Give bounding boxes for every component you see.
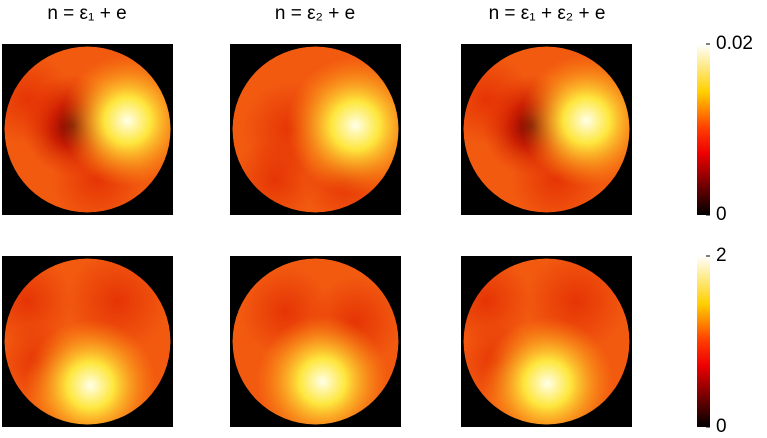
colorbar-tick-label: 0 — [716, 204, 727, 225]
colorbar — [697, 256, 710, 427]
colorbar-tick-label: 2 — [716, 245, 727, 266]
colorbar-tick-label: 0 — [716, 416, 727, 437]
panel-title: n = ε₂ + e — [275, 3, 355, 24]
intensity-blob — [481, 317, 614, 425]
panel-title: n = ε₁ + ε₂ + e — [489, 3, 606, 24]
panels — [2, 44, 632, 427]
intensity-blob — [520, 54, 630, 187]
intensity-blob — [61, 54, 171, 187]
colorbar — [697, 44, 710, 215]
image — [463, 46, 630, 213]
colorbar-tick-label: 0.02 — [716, 33, 753, 54]
panel-title: n = ε₁ + e — [47, 3, 126, 24]
intensity-blob — [286, 56, 399, 195]
image — [4, 46, 171, 213]
